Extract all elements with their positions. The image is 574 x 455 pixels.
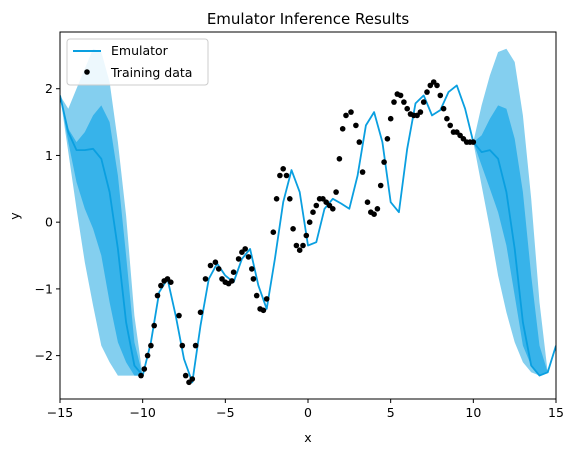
training-point xyxy=(404,105,411,112)
training-point xyxy=(330,206,336,212)
training-point xyxy=(249,266,255,272)
band-inner-left xyxy=(60,95,143,376)
legend-emulator-label: Emulator xyxy=(111,43,169,58)
training-point xyxy=(333,189,339,195)
y-tick-label: 0 xyxy=(45,215,53,230)
training-point xyxy=(148,342,154,349)
y-tick-label: −1 xyxy=(35,281,53,296)
training-point xyxy=(270,229,277,235)
training-data-series xyxy=(138,79,477,386)
y-tick-label: 1 xyxy=(45,148,53,163)
training-point xyxy=(387,115,394,122)
training-point xyxy=(377,182,384,189)
y-tick-label: −2 xyxy=(35,348,53,363)
x-tick-label: 0 xyxy=(304,405,312,420)
training-point xyxy=(437,92,444,99)
training-point xyxy=(154,292,161,299)
training-point xyxy=(290,226,296,232)
training-point xyxy=(364,199,371,205)
legend-box xyxy=(66,38,209,86)
training-point xyxy=(356,139,363,145)
training-point xyxy=(296,247,303,253)
training-point xyxy=(263,296,270,302)
x-axis-ticks: −15 −10 −5 0 5 10 15 xyxy=(47,399,564,420)
x-tick-label: 10 xyxy=(465,405,481,420)
training-point xyxy=(250,276,257,282)
training-point xyxy=(391,99,397,105)
training-point xyxy=(235,256,242,262)
training-point xyxy=(339,126,346,132)
x-tick-label: 15 xyxy=(548,405,564,420)
training-point xyxy=(230,269,237,276)
training-point xyxy=(470,139,477,145)
training-point xyxy=(427,82,434,89)
x-tick-label: −15 xyxy=(47,405,73,420)
training-point xyxy=(283,172,290,179)
training-point xyxy=(343,112,349,119)
training-point xyxy=(353,122,359,129)
training-point xyxy=(306,219,313,225)
training-point xyxy=(440,105,447,112)
training-point xyxy=(207,262,214,269)
x-tick-label: −5 xyxy=(216,405,234,420)
x-axis-label: x xyxy=(304,430,311,445)
training-point xyxy=(303,232,310,239)
training-point xyxy=(189,376,196,382)
training-point xyxy=(420,99,427,105)
training-point xyxy=(179,342,186,349)
training-point xyxy=(384,136,391,142)
training-point xyxy=(444,115,450,122)
training-point xyxy=(447,122,454,129)
training-point xyxy=(176,312,182,319)
y-tick-label: 2 xyxy=(45,81,53,96)
training-point xyxy=(182,372,189,379)
training-point xyxy=(202,276,209,282)
training-point xyxy=(242,246,248,252)
training-point xyxy=(280,166,287,172)
training-point xyxy=(229,278,235,284)
training-point xyxy=(273,196,280,202)
training-point xyxy=(287,196,293,202)
training-point xyxy=(424,89,430,95)
training-point xyxy=(192,342,199,349)
training-point xyxy=(313,202,320,209)
y-axis-ticks: −2 −1 0 1 2 xyxy=(35,81,60,363)
training-point xyxy=(260,307,267,314)
training-point xyxy=(197,309,204,316)
training-point xyxy=(381,159,387,165)
y-axis-label: y xyxy=(7,212,22,220)
training-point xyxy=(434,82,440,89)
training-point xyxy=(245,254,252,260)
training-point xyxy=(144,352,151,359)
training-point xyxy=(401,99,407,105)
training-point xyxy=(359,169,366,175)
training-point xyxy=(397,92,404,99)
band-inner-right xyxy=(473,105,556,376)
training-point xyxy=(310,209,316,215)
training-point xyxy=(158,282,164,289)
training-point xyxy=(215,266,222,272)
training-point xyxy=(212,259,219,266)
x-tick-label: −10 xyxy=(129,405,155,420)
training-point xyxy=(300,242,306,249)
training-point xyxy=(253,292,260,299)
training-point xyxy=(374,206,381,212)
training-point xyxy=(277,172,283,179)
x-tick-label: 5 xyxy=(387,405,395,420)
training-point xyxy=(168,279,174,286)
training-point xyxy=(371,211,377,217)
chart-title: Emulator Inference Results xyxy=(207,10,410,28)
training-point xyxy=(348,109,354,115)
legend-training-label: Training data xyxy=(110,65,192,80)
legend-training-swatch xyxy=(84,69,90,75)
training-point xyxy=(336,156,343,162)
training-point xyxy=(417,109,424,115)
training-point xyxy=(151,322,157,329)
training-point xyxy=(141,366,148,372)
training-point xyxy=(138,372,144,379)
training-point xyxy=(293,242,300,249)
legend: Emulator Training data xyxy=(66,38,209,86)
